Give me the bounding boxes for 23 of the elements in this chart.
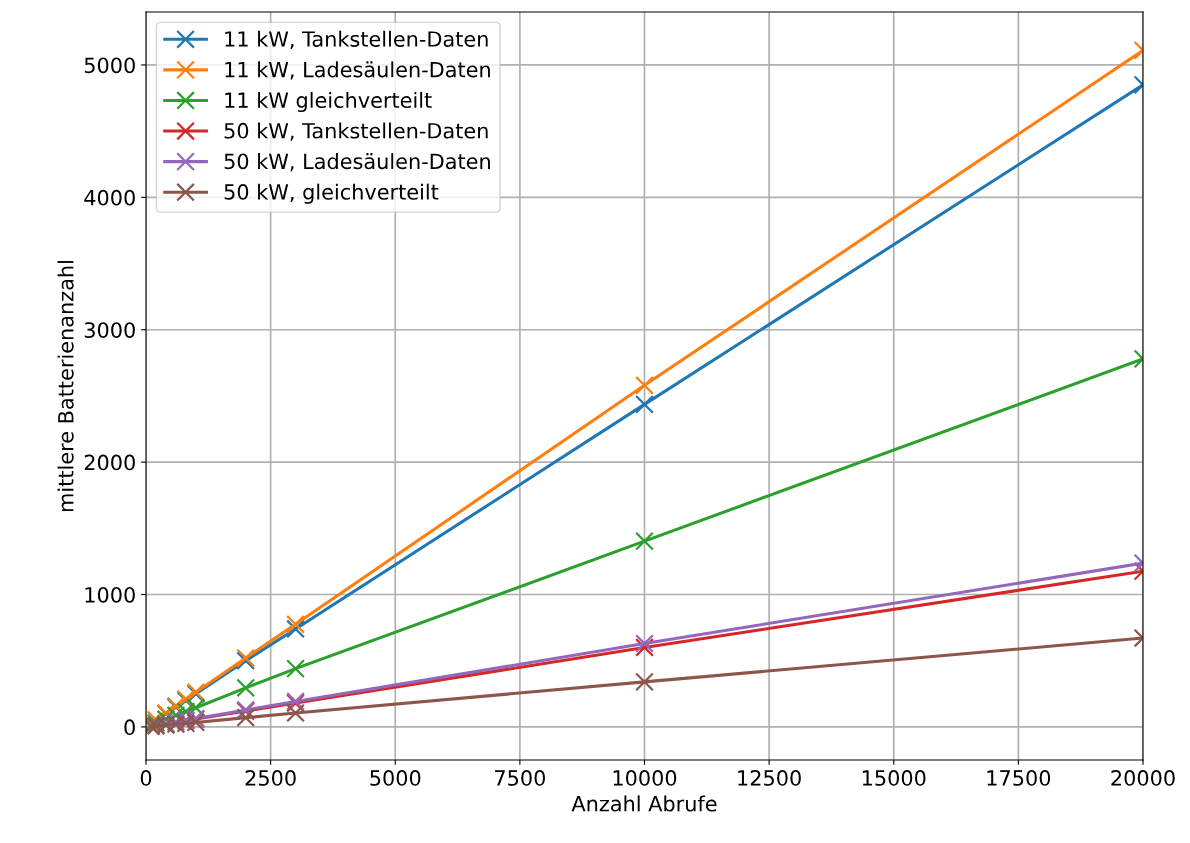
x-tick-label: 10000	[613, 770, 677, 786]
y-axis-title: mittlere Batterienanzahl	[57, 261, 74, 512]
y-tick-label: 4000	[84, 189, 135, 206]
x-tick-label: 7500	[495, 770, 545, 786]
y-tick-label: 1000	[85, 586, 135, 603]
x-tick-label: 20000	[1111, 770, 1175, 786]
legend-label: 11 kW, Tankstellen-Daten	[225, 30, 488, 49]
x-tick-label: 15000	[862, 770, 926, 786]
x-tick-label: 5000	[370, 770, 421, 786]
y-tick-label: 5000	[84, 57, 135, 74]
x-tick-label: 2500	[245, 770, 296, 786]
y-tick-label: 2000	[84, 454, 135, 471]
x-tick-label: 12500	[738, 770, 801, 786]
legend-label: 11 kW gleichverteilt	[225, 91, 432, 113]
x-axis-title: Anzahl Abrufe	[571, 795, 717, 812]
y-tick-label: 3000	[84, 322, 135, 338]
legend-label: 11 kW, Ladesäulen-Daten	[225, 61, 490, 80]
x-tick-label: 17500	[987, 770, 1051, 786]
y-tick-label: 0	[124, 719, 135, 736]
x-tick-label: 0	[140, 770, 152, 786]
legend-label: 50 kW, Ladesäulen-Daten	[224, 153, 490, 172]
legend-label: 50 kW, Tankstellen-Daten	[224, 122, 488, 141]
legend-label: 50 kW, gleichverteilt	[224, 183, 439, 204]
